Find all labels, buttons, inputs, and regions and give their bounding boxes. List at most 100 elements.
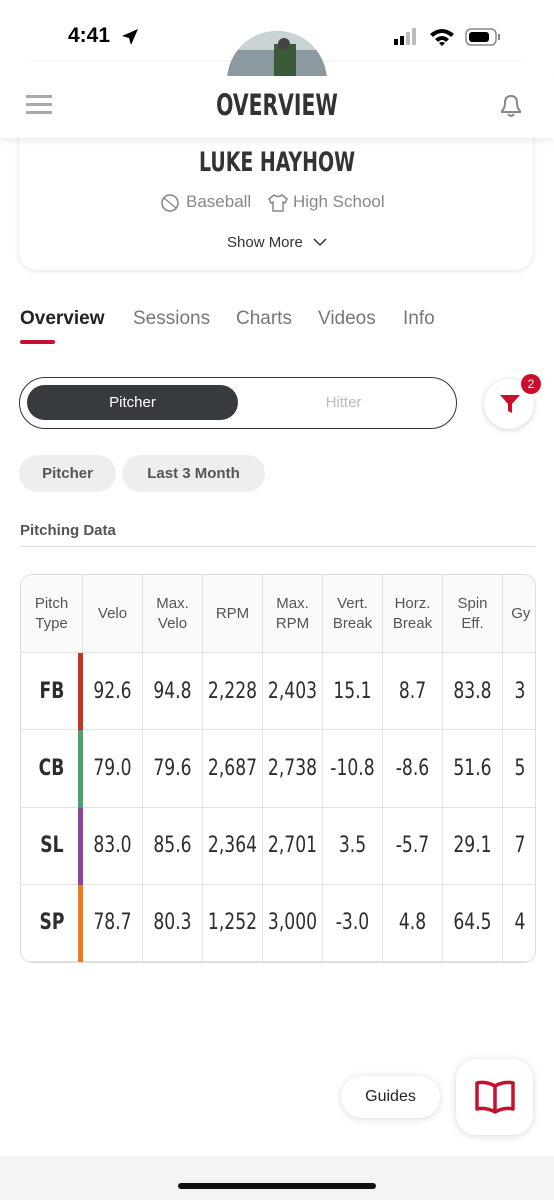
show-more[interactable]: Show More [227,234,303,251]
cell-value: 4 [514,910,526,936]
player-name: LUKE HAYHOW [0,147,554,178]
table-cell: 78.7 [83,884,143,962]
table-cell: 7 [503,808,535,885]
pitch-type-text: CB [38,755,65,781]
table-cell: -8.6 [383,730,443,808]
table-header: Max. Velo [143,575,203,653]
cell-value: 2,364 [207,833,258,859]
table-cell: 3,000 [263,884,323,962]
cell-value: -8.6 [395,755,430,781]
chip[interactable]: Last 3 Month [122,455,265,492]
table-cell: 3.5 [323,807,383,885]
cell-value: 78.7 [93,910,132,936]
tab[interactable]: Charts [236,308,292,329]
pitch-type: CB [21,730,83,808]
tab[interactable]: Info [403,308,435,329]
table-cell: 4.8 [383,884,443,962]
tab[interactable]: Videos [318,308,376,329]
table-header: Horz. Break [383,575,443,653]
location-icon [122,29,138,45]
table-cell: 2,403 [263,653,323,731]
bottom-bar [0,1156,554,1200]
cell-value: 92.6 [93,678,132,704]
tab[interactable]: Sessions [133,308,211,329]
table-cell: 2,364 [203,807,263,885]
cell-value: -5.7 [395,833,430,859]
cell-value: 2,687 [207,755,258,781]
table-cell: 2,738 [263,730,323,808]
toggle-hitter[interactable]: Hitter [325,394,362,411]
cell-value: 83.8 [453,678,492,704]
table-cell: 5 [503,730,535,808]
tab[interactable]: Overview [20,308,105,329]
status-icons [394,28,500,46]
chevron-down[interactable] [312,236,328,248]
table-header: RPM [203,575,263,653]
cell-value: 2,701 [267,833,318,859]
cell-value: 85.6 [153,833,192,859]
table-cell: 83.0 [83,807,143,885]
pitch-color-bar [78,807,83,885]
cell-value: 2,228 [207,678,258,704]
page-title-text: OVERVIEW [216,88,338,122]
pitch-type-text: FB [39,678,64,704]
cell-value: 51.6 [453,755,492,781]
cell-value: 4.8 [398,910,427,936]
filter-icon[interactable] [499,393,521,415]
tab-indicator [20,340,55,344]
cell-value: 80.3 [153,910,192,936]
cell-value: 8.7 [398,678,427,704]
cell-value: 29.1 [453,833,492,859]
chip[interactable]: Pitcher [19,455,116,492]
pitch-type: SP [21,884,83,962]
cell-value: 5 [514,755,526,781]
cell-value: 2,403 [267,678,318,704]
menu-icon[interactable] [26,94,52,116]
cell-value: 94.8 [153,678,192,704]
table-header: Max. RPM [263,575,323,653]
toggle-pitcher[interactable]: Pitcher [27,385,238,420]
level: High School [293,192,385,211]
cell-value: -10.8 [330,755,375,781]
table-cell: 2,701 [263,807,323,885]
cell-value: -3.0 [335,910,370,936]
cell-value: 2,738 [267,755,318,781]
guides-button[interactable]: Guides [341,1076,440,1118]
table-header: Vert. Break [323,575,383,653]
table-cell: 64.5 [443,884,503,962]
table-cell: 79.6 [143,730,203,808]
avatar [227,31,327,76]
table-cell: -5.7 [383,807,443,885]
cell-value: 83.0 [93,833,132,859]
home-indicator [178,1183,376,1189]
pitch-color-bar [78,730,83,808]
table-header: Gy De [503,575,535,653]
filter-badge: 2 [521,374,541,394]
pitch-type: SL [21,807,83,885]
cell-value: 64.5 [453,910,492,936]
player-name-text: LUKE HAYHOW [198,147,356,178]
table-cell: 2,687 [203,730,263,808]
book-icon[interactable] [474,1078,516,1116]
table-header: Pitch Type [21,575,83,653]
table-cell: 79.0 [83,730,143,808]
table-cell: 92.6 [83,653,143,731]
sport: Baseball [186,192,252,211]
table-cell: 80.3 [143,884,203,962]
pitch-type-text: SP [39,910,64,936]
role-toggle [19,377,457,429]
cell-value: 3.5 [338,833,367,859]
notifications-icon[interactable] [498,92,524,120]
table-header: Spin Eff. [443,575,503,653]
pitch-color-bar [78,653,83,731]
table-cell: 29.1 [443,807,503,885]
table-cell: 1,252 [203,884,263,962]
page-title: OVERVIEW [0,88,554,122]
table-cell: -10.8 [323,730,383,808]
cell-value: 3,000 [267,910,318,936]
table-cell: 8.7 [383,653,443,731]
table-header: Velo [83,575,143,653]
section-title: Pitching Data [20,522,116,539]
cell-value: 3 [514,678,526,704]
